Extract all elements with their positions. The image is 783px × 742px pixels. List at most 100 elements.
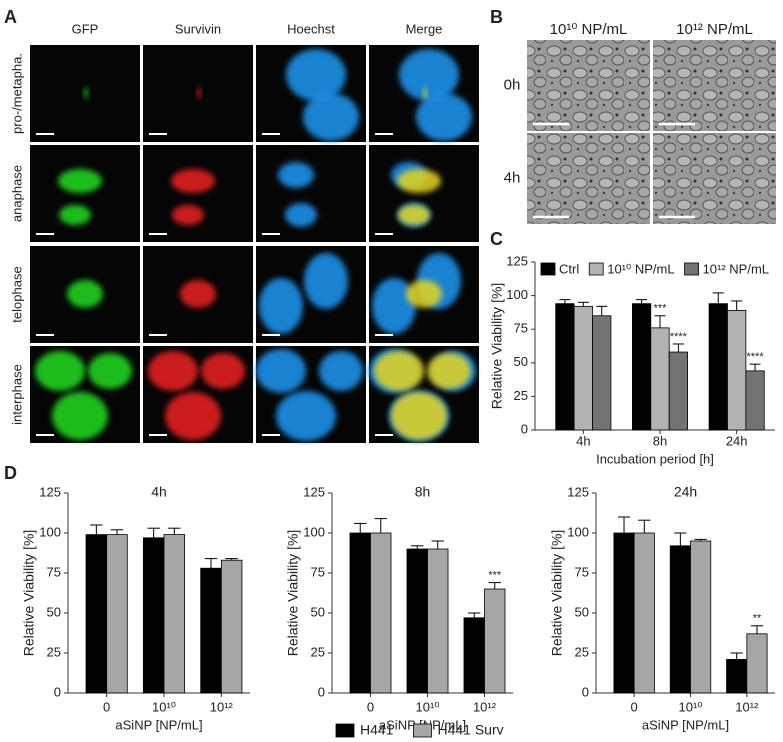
column-label: Hoechst [287, 21, 335, 36]
y-tick-label: 125 [303, 484, 325, 499]
error-bar [168, 527, 181, 535]
x-tick-label: 10¹² [735, 699, 759, 714]
x-tick-label: 10¹² [210, 699, 234, 714]
error-bar [749, 363, 761, 371]
nucleus [285, 203, 317, 227]
error-bar [731, 300, 743, 311]
y-tick-label: 75 [514, 321, 528, 336]
column-label: GFP [72, 21, 99, 36]
legend-swatch [684, 262, 699, 276]
image-background [30, 145, 140, 242]
y-axis-label: Relative Viability [%] [285, 530, 301, 657]
signal [398, 205, 430, 225]
signal [427, 353, 471, 389]
row-label: anaphase [9, 165, 24, 222]
error-bar [694, 538, 707, 541]
signal [67, 280, 103, 308]
nucleus [416, 93, 472, 141]
signal [423, 87, 427, 99]
y-tick-label: 100 [567, 524, 589, 539]
bar [650, 327, 670, 431]
nucleus [286, 49, 346, 101]
significance: ** [753, 613, 762, 625]
error-bar [636, 299, 648, 304]
signal [165, 392, 221, 440]
chart-title: 24h [674, 484, 697, 500]
bar [85, 534, 108, 694]
x-axis-label: aSiNP [NP/mL] [115, 717, 202, 732]
error-bar [559, 299, 571, 304]
panel-letter: D [4, 463, 17, 483]
signal [172, 205, 204, 225]
error-bar [225, 558, 238, 561]
error-bar [750, 625, 764, 634]
signal [201, 353, 245, 389]
bar [370, 532, 392, 694]
bar [727, 309, 747, 431]
micrograph [143, 346, 253, 443]
x-tick-label: 10¹⁰ [415, 699, 439, 714]
error-bar [577, 301, 589, 307]
column-label: 10¹² NP/mL [676, 21, 753, 38]
bar [668, 351, 689, 431]
bar [200, 567, 222, 694]
chart-title: 8h [415, 484, 431, 500]
signal [148, 351, 198, 391]
y-tick-label: 75 [47, 564, 61, 579]
row-label: telophase [9, 266, 24, 322]
error-bar [617, 516, 631, 533]
micrograph [30, 145, 140, 242]
micrograph [369, 145, 479, 242]
panel-letter: C [490, 229, 503, 249]
error-bar [354, 522, 367, 533]
brightfield-image [527, 40, 650, 131]
bar [349, 532, 371, 694]
signal [88, 353, 132, 389]
y-tick-label: 0 [521, 421, 528, 436]
error-bar [374, 518, 387, 533]
error-bar [90, 524, 103, 535]
bar [106, 534, 128, 694]
bar [484, 588, 506, 694]
bar [613, 532, 635, 694]
bar [745, 370, 765, 431]
micrograph [369, 246, 479, 343]
error-bar [468, 612, 481, 618]
error-bar [672, 343, 684, 353]
y-tick-label: 100 [506, 287, 528, 302]
x-axis-label: Incubation period [h] [596, 451, 714, 466]
bar [573, 305, 593, 431]
error-bar [596, 305, 608, 316]
micrograph [143, 45, 253, 142]
x-axis-label: aSiNP [NP/mL] [642, 717, 729, 732]
legend-swatch [588, 262, 604, 276]
legend-label: H441 [360, 722, 394, 738]
y-tick-label: 50 [514, 354, 528, 369]
nucleus [276, 391, 336, 441]
y-axis-label: Relative Viability [%] [489, 283, 505, 410]
y-tick-label: 100 [39, 524, 61, 539]
error-bar [638, 519, 651, 533]
row-label: 4h [504, 169, 521, 186]
panel-letter: A [4, 7, 17, 27]
bar [463, 617, 485, 694]
legend-swatch [413, 723, 432, 738]
error-bar [712, 292, 724, 304]
bar [555, 303, 575, 431]
y-tick-label: 0 [318, 684, 325, 699]
y-tick-label: 125 [567, 484, 589, 499]
bar [669, 545, 691, 694]
bar [633, 532, 655, 694]
micrograph [256, 145, 366, 242]
y-tick-label: 125 [39, 484, 61, 499]
signal [406, 280, 442, 308]
y-tick-label: 50 [311, 604, 325, 619]
signal [84, 87, 88, 99]
nucleus [303, 93, 359, 141]
image-background [256, 145, 366, 242]
row-label: 0h [504, 76, 521, 93]
micrograph [256, 246, 366, 343]
signal [374, 351, 424, 391]
y-axis-label: Relative Viability [%] [549, 530, 565, 657]
signal [52, 392, 108, 440]
